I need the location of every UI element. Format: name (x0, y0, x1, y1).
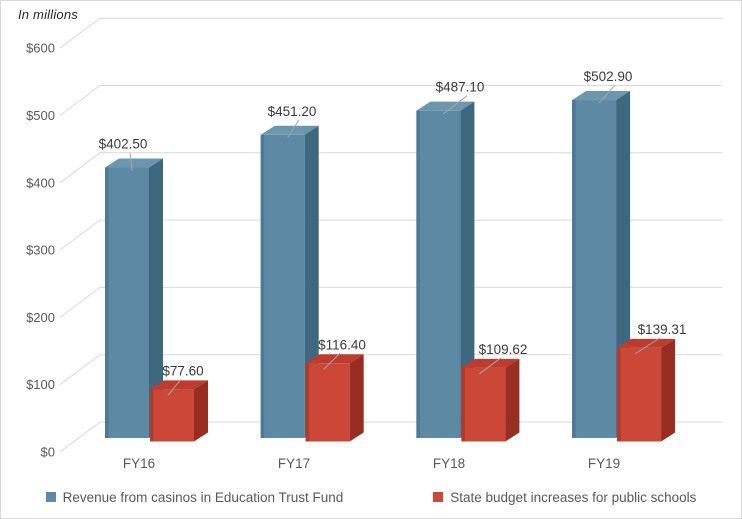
data-label-red-FY18: $109.62 (479, 342, 528, 357)
legend-label-budget-increases: State budget increases for public school… (450, 489, 697, 505)
bar-red-FY16-top (150, 380, 208, 390)
bar-blue-FY16-top (105, 158, 163, 168)
bar-red-FY19-top (617, 338, 676, 348)
gridline-600 (59, 17, 722, 49)
data-label-blue-FY16: $402.50 (99, 137, 148, 152)
bar-red-FY19-side (661, 338, 676, 442)
bar-red-FY19-front (617, 347, 662, 442)
gridline-100 (59, 354, 722, 386)
bar-chart-canvas: $0 $100 $200 $300 $400 $500 $600 $402.50 $77.60 F… (26, 17, 722, 471)
bar-red-FY19-left-edge (617, 347, 621, 442)
y-axis-tick-label: $600 (26, 41, 55, 56)
legend-label-casino-revenue: Revenue from casinos in Education Trust … (62, 489, 344, 505)
bar-red-FY17-side (349, 354, 364, 442)
bar-red-FY18-front (461, 367, 506, 442)
x-axis-label-FY17: FY17 (278, 456, 310, 471)
leader-line-red-FY16 (167, 379, 182, 396)
bar-blue-FY19-left-edge (572, 100, 576, 438)
legend-item-casino-revenue: Revenue from casinos in Education Trust … (45, 489, 344, 505)
y-axis-tick-label: $500 (26, 108, 55, 123)
bar-blue-FY18-side (460, 101, 475, 439)
bar-red-FY16-left-edge (150, 389, 154, 442)
y-axis-tick-label: $0 (41, 445, 55, 460)
bar-red-FY16-side (194, 380, 208, 442)
bar-blue-FY16-side (149, 158, 163, 438)
data-label-blue-FY19: $502.90 (584, 69, 633, 84)
y-axis-tick-label: $400 (26, 175, 55, 190)
gridline-400 (59, 152, 722, 184)
leader-line-blue-FY19 (598, 84, 616, 104)
gridline-300 (59, 219, 722, 251)
data-label-red-FY17: $116.40 (318, 337, 366, 352)
x-axis-label-FY19: FY19 (588, 456, 620, 471)
y-axis-tick-label: $100 (26, 377, 55, 392)
bar-blue-FY19-top (572, 91, 631, 101)
legend-swatch-blue-icon (45, 492, 56, 502)
data-label-red-FY19: $139.31 (638, 322, 687, 337)
bar-red-FY17-front (305, 363, 350, 442)
leader-line-blue-FY16 (129, 152, 133, 171)
bar-blue-FY17-left-edge (260, 134, 265, 439)
data-label-red-FY16: $77.60 (162, 363, 203, 378)
bar-blue-FY17-front (260, 134, 305, 439)
x-axis-label-FY16: FY16 (123, 456, 155, 471)
bar-blue-FY18-left-edge (416, 110, 420, 439)
leader-line-red-FY18 (479, 357, 502, 375)
bar-red-FY18-left-edge (461, 367, 465, 442)
data-label-blue-FY18: $487.10 (436, 80, 485, 95)
leader-line-red-FY17 (323, 352, 341, 370)
bar-blue-FY16-front (105, 167, 149, 438)
gridline-500 (59, 85, 722, 116)
axis-units-note: In millions (18, 7, 78, 22)
y-axis-tick-label: $300 (26, 243, 55, 258)
bar-blue-FY18-top (416, 101, 475, 111)
bar-red-FY18-side (505, 358, 520, 442)
leader-line-blue-FY18 (443, 95, 468, 115)
bar-blue-FY17-top (260, 125, 319, 135)
bar-red-FY16-front (150, 389, 194, 442)
leader-line-blue-FY17 (287, 119, 300, 139)
x-axis-label-FY18: FY18 (433, 456, 465, 471)
bar-red-FY17-left-edge (305, 363, 310, 442)
bar-blue-FY19-front (572, 100, 617, 438)
leader-line-red-FY19 (634, 337, 661, 355)
bar-blue-FY18-front (416, 110, 461, 439)
data-label-blue-FY17: $451.20 (268, 104, 317, 119)
y-axis-tick-label: $200 (26, 310, 55, 325)
bar-red-FY18-top (461, 358, 520, 368)
legend-item-budget-increases: State budget increases for public school… (433, 490, 696, 505)
bar-blue-FY16-left-edge (105, 167, 109, 438)
chart-legend: Revenue from casinos in Education Trust … (0, 485, 742, 509)
gridline-200 (59, 286, 722, 318)
legend-swatch-red-icon (433, 492, 444, 502)
